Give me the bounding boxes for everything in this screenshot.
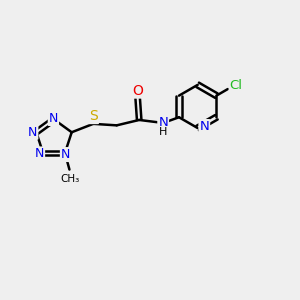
Text: N: N (200, 120, 209, 133)
Text: O: O (132, 84, 143, 98)
Text: N: N (35, 147, 44, 161)
Text: N: N (61, 148, 70, 161)
Text: N: N (28, 126, 38, 139)
Text: N: N (158, 116, 168, 130)
Text: Cl: Cl (230, 79, 243, 92)
Text: CH₃: CH₃ (60, 173, 80, 184)
Text: H: H (159, 127, 167, 137)
Text: S: S (89, 109, 98, 123)
Text: N: N (49, 112, 58, 125)
